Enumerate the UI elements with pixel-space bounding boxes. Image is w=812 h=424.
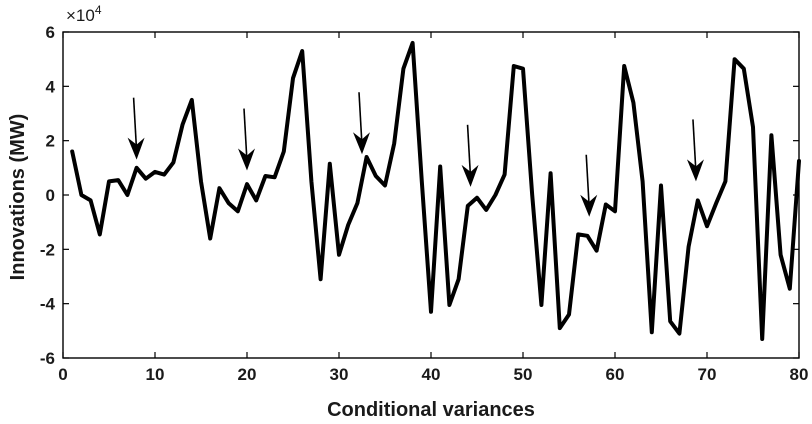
arrow-shaft: [585, 154, 590, 203]
x-tick-label: 30: [330, 365, 349, 384]
x-tick-label: 80: [790, 365, 809, 384]
y-exponent-base: ×10: [66, 6, 95, 25]
arrow-head: [461, 164, 479, 187]
y-tick-label: 2: [46, 132, 55, 151]
x-tick-label: 60: [606, 365, 625, 384]
annotation-arrow: [580, 154, 598, 217]
y-exponent-power: 4: [95, 3, 102, 17]
arrow-shaft: [243, 108, 248, 157]
annotation-arrow: [461, 124, 479, 187]
arrows-layer: [127, 92, 704, 217]
annotation-arrow: [686, 119, 704, 182]
x-axis-title: Conditional variances: [327, 399, 535, 421]
y-tick-label: 0: [46, 186, 55, 205]
y-tick-label: 6: [46, 23, 55, 42]
x-tick-label: 20: [238, 365, 257, 384]
y-tick-label: -4: [40, 295, 56, 314]
y-axis-exponent: ×104: [66, 3, 102, 25]
plot-frame: [62, 31, 800, 359]
y-tick-label: -6: [40, 349, 55, 368]
y-axis-title: Innovations (MW): [7, 114, 29, 281]
arrow-head: [580, 194, 598, 217]
x-tick-label: 70: [698, 365, 717, 384]
arrow-shaft: [692, 119, 697, 168]
arrow-head: [238, 148, 255, 171]
x-tick-label: 0: [58, 365, 67, 384]
y-tick-label: 4: [46, 77, 56, 96]
arrow-shaft: [466, 124, 472, 173]
annotation-arrow: [238, 108, 255, 171]
annotation-arrow: [353, 92, 370, 155]
ticks-layer: 0 10 20 30 40 50 60 70 80 -6 -4 -2 0 2 4 6: [40, 23, 809, 384]
y-tick-label: -2: [40, 240, 55, 259]
arrow-head: [686, 159, 704, 182]
arrow-shaft: [358, 92, 363, 141]
arrow-head: [353, 132, 370, 155]
series-layer: [70, 40, 801, 341]
x-tick-label: 40: [422, 365, 441, 384]
x-tick-label: 10: [146, 365, 165, 384]
series-line: [70, 40, 801, 341]
arrow-head: [127, 137, 145, 160]
x-tick-label: 50: [514, 365, 533, 384]
arrow-shaft: [132, 97, 138, 146]
annotation-arrow: [127, 97, 145, 160]
